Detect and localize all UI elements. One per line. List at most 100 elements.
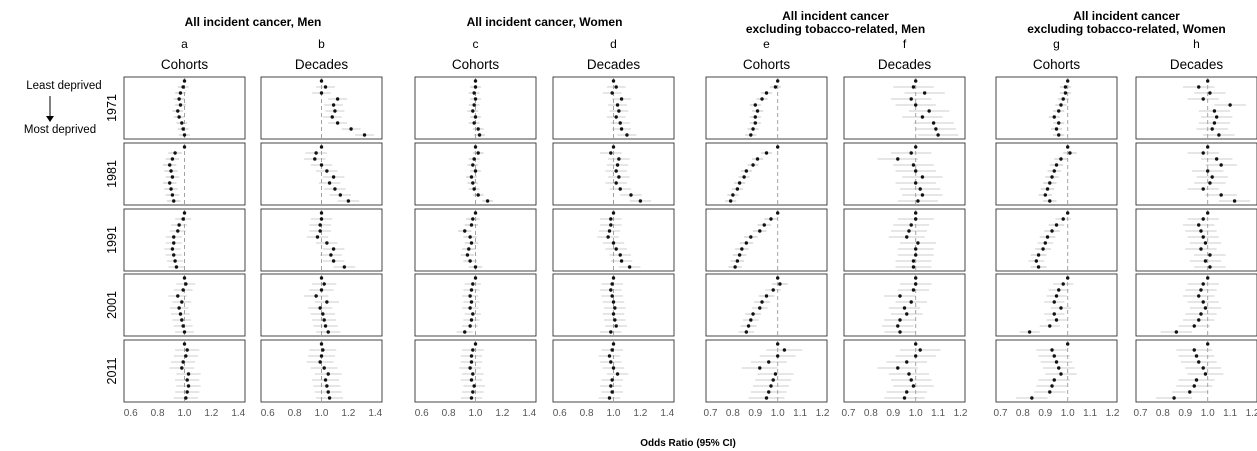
odds-ratio-point xyxy=(463,229,467,233)
group-title: excluding tobacco-related, Women xyxy=(1027,22,1225,36)
odds-ratio-point xyxy=(1061,217,1065,221)
odds-ratio-point xyxy=(180,121,184,125)
panel-e-1981 xyxy=(705,142,828,206)
odds-ratio-point xyxy=(1201,366,1205,370)
odds-ratio-point xyxy=(1197,360,1201,364)
odds-ratio-point xyxy=(1054,318,1059,322)
odds-ratio-point xyxy=(914,354,918,358)
panel-frame xyxy=(1135,208,1257,272)
panel-frame xyxy=(1135,76,1257,140)
odds-ratio-point xyxy=(609,288,613,292)
odds-ratio-point xyxy=(473,85,478,89)
odds-ratio-point xyxy=(184,354,188,358)
odds-ratio-point xyxy=(614,181,618,185)
odds-ratio-point xyxy=(180,366,184,370)
panel-g-2011 xyxy=(995,339,1118,403)
group-title: excluding tobacco-related, Men xyxy=(746,22,925,36)
odds-ratio-point xyxy=(758,366,762,370)
odds-ratio-point xyxy=(1041,247,1045,251)
odds-ratio-point xyxy=(615,372,620,376)
row-label-2011: 2011 xyxy=(105,358,119,385)
odds-ratio-point xyxy=(471,109,475,113)
odds-ratio-point xyxy=(1036,265,1041,269)
odds-ratio-point xyxy=(610,294,614,298)
odds-ratio-point xyxy=(614,247,618,251)
panel-frame xyxy=(705,208,828,272)
odds-ratio-point xyxy=(322,282,326,286)
odds-ratio-point xyxy=(476,127,480,131)
tick-label: 0.8 xyxy=(288,408,302,419)
odds-ratio-point xyxy=(914,247,918,251)
odds-ratio-point xyxy=(914,103,918,107)
panel-c-2011 xyxy=(414,339,537,403)
odds-ratio-point xyxy=(176,294,180,298)
odds-ratio-point xyxy=(1054,163,1059,167)
odds-ratio-point xyxy=(735,187,740,191)
odds-ratio-point xyxy=(905,235,909,239)
tick-label: 1.4 xyxy=(522,408,536,419)
odds-ratio-point xyxy=(769,384,773,388)
odds-ratio-point xyxy=(182,330,187,334)
odds-ratio-point xyxy=(764,151,769,155)
odds-ratio-point xyxy=(318,360,322,364)
row-label-1971: 1971 xyxy=(105,94,119,122)
tick-label: 1.2 xyxy=(1246,408,1257,419)
odds-ratio-point xyxy=(335,121,340,125)
tick-label: 1.2 xyxy=(816,408,830,419)
odds-ratio-point xyxy=(776,354,780,358)
odds-ratio-point xyxy=(469,354,474,358)
odds-ratio-point xyxy=(180,318,184,322)
odds-ratio-point xyxy=(1206,211,1210,215)
odds-ratio-point xyxy=(614,85,618,89)
odds-ratio-point xyxy=(331,259,336,263)
odds-ratio-point xyxy=(737,253,742,257)
odds-ratio-point xyxy=(169,187,173,191)
panel-subtitle: Decades xyxy=(878,57,932,72)
odds-ratio-point xyxy=(182,276,187,280)
tick-label: 0.6 xyxy=(261,408,275,419)
tick-label: 1.1 xyxy=(1223,408,1237,419)
odds-ratio-point xyxy=(1059,372,1063,376)
odds-ratio-point xyxy=(322,318,326,322)
odds-ratio-point xyxy=(749,235,753,239)
odds-ratio-point xyxy=(1050,229,1054,233)
panel-b-1991 xyxy=(260,208,383,272)
odds-ratio-point xyxy=(1212,109,1217,113)
odds-ratio-point xyxy=(614,169,618,173)
odds-ratio-point xyxy=(1201,282,1205,286)
odds-ratio-point xyxy=(755,109,760,113)
odds-ratio-point xyxy=(1057,288,1061,292)
odds-ratio-point xyxy=(181,85,185,89)
odds-ratio-point xyxy=(896,366,900,370)
odds-ratio-point xyxy=(471,181,475,185)
panel-frame xyxy=(1135,339,1257,403)
odds-ratio-point xyxy=(325,384,329,388)
odds-ratio-point xyxy=(185,390,189,394)
odds-ratio-point xyxy=(469,300,474,304)
tick-label: 1.1 xyxy=(931,408,945,419)
odds-ratio-point xyxy=(182,133,187,137)
odds-ratio-point xyxy=(172,235,176,239)
odds-ratio-point xyxy=(610,91,614,95)
panel-d-1971 xyxy=(552,76,675,140)
panel-b-2011 xyxy=(260,339,383,403)
odds-ratio-point xyxy=(1061,282,1065,286)
odds-ratio-point xyxy=(1066,276,1070,280)
odds-ratio-point xyxy=(1201,151,1205,155)
odds-ratio-point xyxy=(469,223,474,227)
odds-ratio-point xyxy=(1052,115,1056,119)
panel-f-1981 xyxy=(843,142,966,206)
tick-label: 0.9 xyxy=(1178,408,1192,419)
odds-ratio-point xyxy=(325,241,329,245)
odds-ratio-point xyxy=(1057,133,1061,137)
panel-g-2001 xyxy=(995,273,1118,337)
odds-ratio-point xyxy=(170,193,175,197)
odds-ratio-point xyxy=(173,259,177,263)
odds-ratio-point xyxy=(472,187,476,191)
odds-ratio-point xyxy=(918,187,922,191)
odds-ratio-point xyxy=(1201,217,1205,221)
odds-ratio-point xyxy=(914,276,918,280)
deprivation-arrow-head xyxy=(46,116,54,122)
odds-ratio-point xyxy=(471,217,475,221)
odds-ratio-point xyxy=(471,390,475,394)
